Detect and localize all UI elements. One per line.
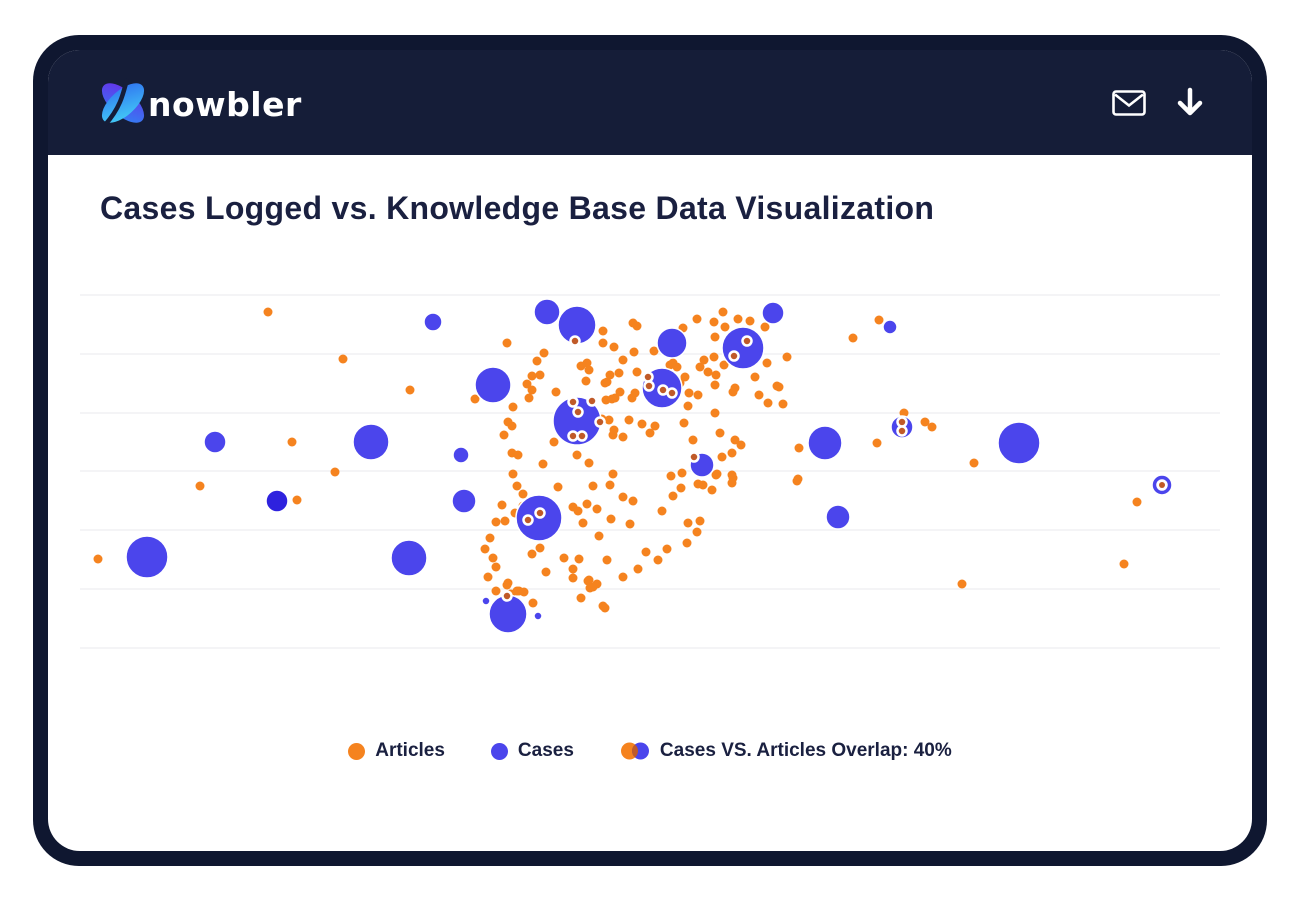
cases-label: Cases xyxy=(517,740,574,761)
card-body: nowbler Cases Logged vs. Knowledge Base … xyxy=(48,50,1252,851)
overlap-label: Cases VS. Articles Overlap: 40% xyxy=(659,740,952,761)
logo-text: nowbler xyxy=(148,85,302,124)
page-title: Cases Logged vs. Knowledge Base Data Vis… xyxy=(100,190,935,226)
chart-legend: Articles Cases Cases VS. Articles Overla… xyxy=(48,740,1252,762)
legend-item-articles: Articles xyxy=(348,740,445,762)
knowbler-k-icon xyxy=(101,77,145,126)
bubble-chart xyxy=(80,280,1220,670)
cases-dot-icon xyxy=(490,742,508,760)
mail-icon[interactable] xyxy=(1112,89,1146,116)
header-actions xyxy=(1112,87,1204,119)
legend-item-overlap: Cases VS. Articles Overlap: 40% xyxy=(620,740,952,762)
app-card-frame: nowbler Cases Logged vs. Knowledge Base … xyxy=(33,35,1267,866)
bubble-chart-svg xyxy=(80,294,1220,649)
download-icon[interactable] xyxy=(1176,87,1204,119)
articles-label: Articles xyxy=(375,740,445,761)
legend-item-cases: Cases xyxy=(490,740,574,762)
articles-dot-icon xyxy=(348,742,366,760)
app-header: nowbler xyxy=(48,50,1252,155)
knowbler-logo: nowbler xyxy=(96,76,302,130)
overlap-dots-icon xyxy=(620,742,649,760)
